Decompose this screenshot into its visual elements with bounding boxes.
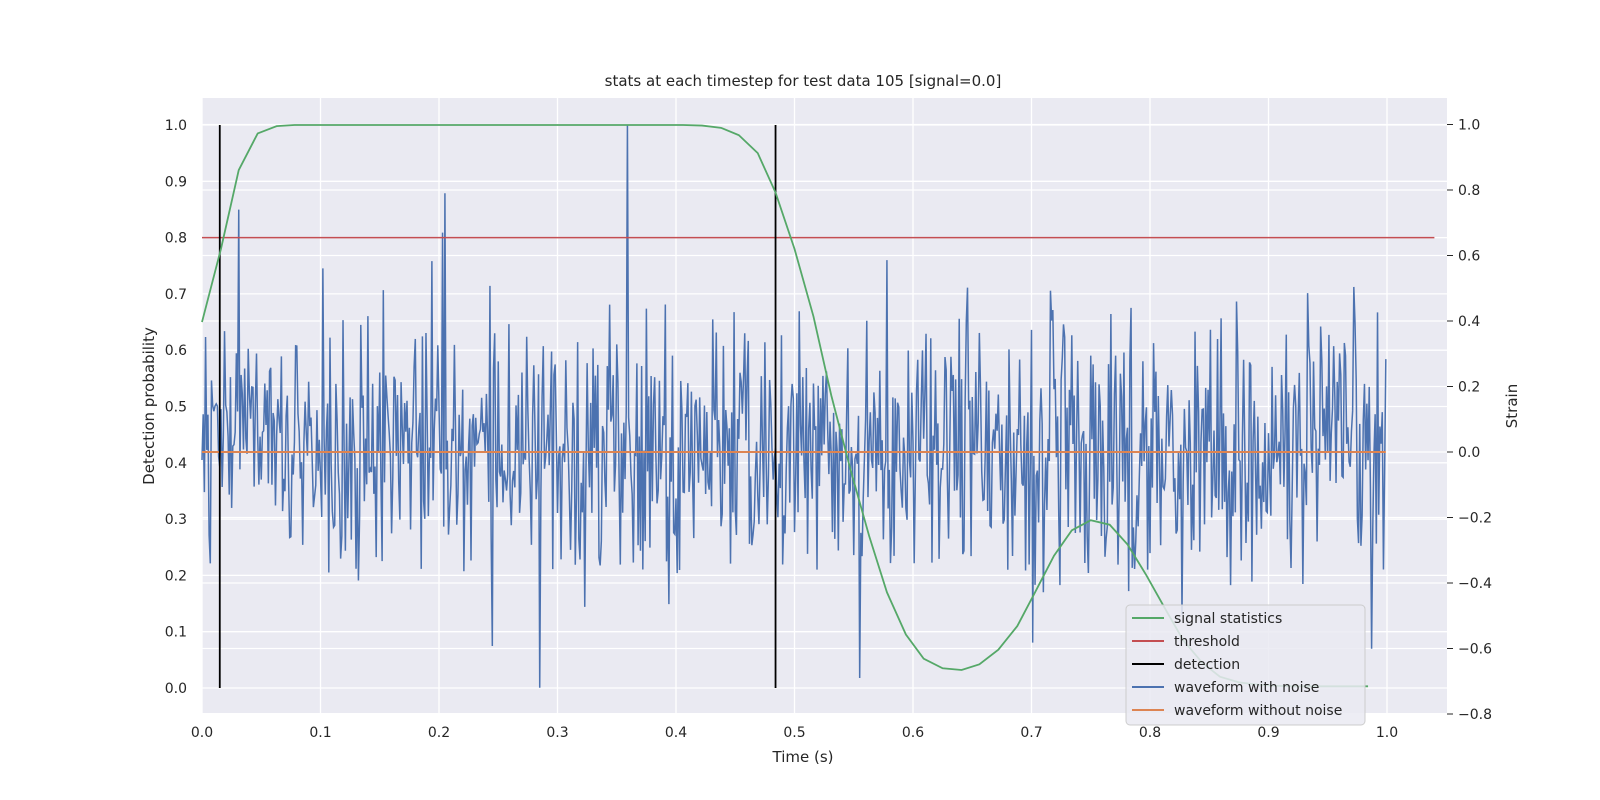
y-axis-left-title: Detection probability: [140, 327, 158, 485]
y-left-tick-label: 0.3: [165, 512, 187, 528]
y-right-tick-label: 0.4: [1458, 314, 1480, 330]
legend-label: signal statistics: [1174, 611, 1282, 627]
y-axis-left: 0.0 0.1 0.2 0.3 0.4 0.5 0.6 0.7 0.8 0.9 1.0: [165, 118, 187, 697]
x-axis-title: Time (s): [772, 748, 834, 766]
legend: signal statistics threshold detection wavef…: [1125, 604, 1366, 726]
y-right-tick-label: 0.8: [1458, 183, 1480, 199]
y-axis-right: −0.8 −0.6 −0.4 −0.2 0.0 0.2 0.4 0.6 0.8 1.0: [1447, 118, 1492, 723]
y-left-tick-label: 0.4: [165, 456, 187, 472]
legend-label: detection: [1174, 657, 1240, 673]
y-left-tick-label: 0.8: [165, 231, 187, 247]
x-tick-label: 1.0: [1376, 725, 1398, 741]
x-tick-label: 0.2: [428, 725, 450, 741]
legend-box: [1125, 604, 1366, 726]
y-left-tick-label: 0.5: [165, 400, 187, 416]
x-tick-label: 0.4: [665, 725, 687, 741]
y-right-tick-label: −0.8: [1458, 707, 1492, 723]
x-tick-label: 0.7: [1020, 725, 1042, 741]
y-right-tick-label: 0.6: [1458, 249, 1480, 265]
y-left-tick-label: 0.7: [165, 287, 187, 303]
y-left-tick-label: 0.6: [165, 343, 187, 359]
y-right-tick-label: −0.2: [1458, 511, 1492, 527]
y-right-tick-label: −0.4: [1458, 576, 1492, 592]
x-axis: 0.0 0.1 0.2 0.3 0.4 0.5 0.6 0.7 0.8 0.9 1.0: [191, 725, 1398, 741]
y-right-tick-label: −0.6: [1458, 642, 1492, 658]
legend-label: waveform without noise: [1174, 703, 1342, 719]
y-left-tick-label: 0.1: [165, 625, 187, 641]
y-left-tick-label: 0.2: [165, 568, 187, 584]
x-tick-label: 0.6: [902, 725, 924, 741]
y-left-tick-label: 0.9: [165, 174, 187, 190]
y-left-tick-label: 1.0: [165, 118, 187, 134]
y-right-tick-label: 0.2: [1458, 380, 1480, 396]
y-right-tick-label: 0.0: [1458, 445, 1480, 461]
chart-title: stats at each timestep for test data 105…: [605, 72, 1002, 90]
x-tick-label: 0.5: [783, 725, 805, 741]
x-tick-label: 0.8: [1139, 725, 1161, 741]
legend-label: threshold: [1174, 634, 1240, 650]
x-tick-label: 0.0: [191, 725, 213, 741]
x-tick-label: 0.1: [309, 725, 331, 741]
y-left-tick-label: 0.0: [165, 681, 187, 697]
y-axis-right-title: Strain: [1503, 384, 1521, 428]
legend-label: waveform with noise: [1174, 680, 1319, 696]
y-right-tick-label: 1.0: [1458, 118, 1480, 134]
x-tick-label: 0.3: [546, 725, 568, 741]
x-tick-label: 0.9: [1257, 725, 1279, 741]
